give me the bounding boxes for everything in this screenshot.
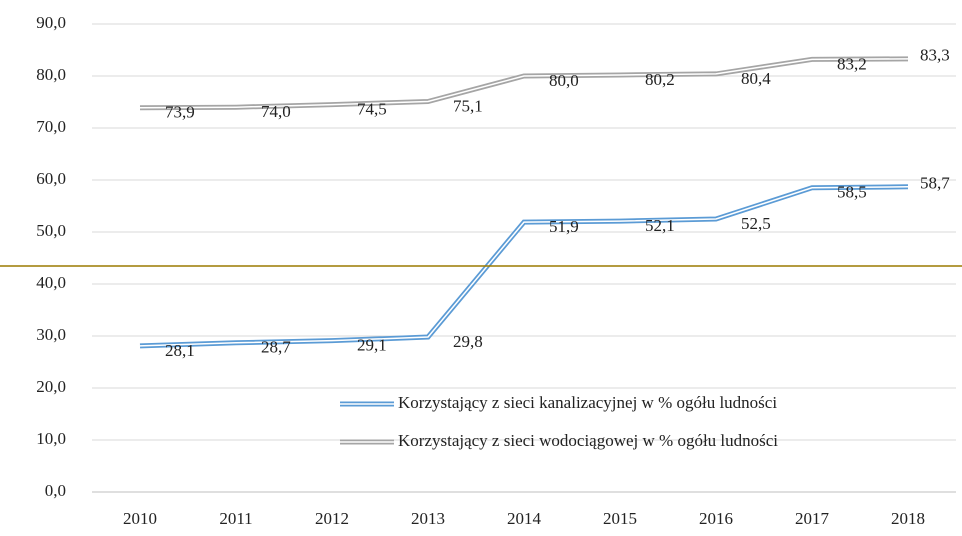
y-tick-label: 30,0 — [36, 325, 66, 344]
y-tick-label: 70,0 — [36, 117, 66, 136]
x-tick-label: 2017 — [795, 509, 830, 528]
series-line-inner — [139, 58, 909, 109]
data-label: 74,5 — [357, 100, 387, 119]
y-tick-label: 80,0 — [36, 65, 66, 84]
data-label: 51,9 — [549, 217, 579, 236]
data-label: 73,9 — [165, 103, 195, 122]
data-label: 83,3 — [920, 46, 950, 65]
x-tick-label: 2015 — [603, 509, 637, 528]
data-label: 29,8 — [453, 332, 483, 351]
y-tick-label: 60,0 — [36, 169, 66, 188]
y-tick-label: 40,0 — [36, 273, 66, 292]
data-label: 80,4 — [741, 69, 771, 88]
x-tick-label: 2013 — [411, 509, 445, 528]
data-label: 29,1 — [357, 336, 387, 355]
data-label: 75,1 — [453, 96, 483, 115]
data-label: 28,7 — [261, 338, 291, 357]
data-label: 74,0 — [261, 102, 291, 121]
data-label: 80,0 — [549, 71, 579, 90]
y-tick-label: 20,0 — [36, 377, 66, 396]
data-label: 58,5 — [837, 183, 867, 202]
y-tick-label: 10,0 — [36, 429, 66, 448]
legend-label: Korzystający z sieci wodociągowej w % og… — [398, 431, 778, 450]
legend-label: Korzystający z sieci kanalizacyjnej w % … — [398, 393, 777, 412]
x-tick-label: 2016 — [699, 509, 733, 528]
y-tick-label: 90,0 — [36, 13, 66, 32]
series-line-inner — [139, 186, 909, 347]
x-tick-label: 2018 — [891, 509, 925, 528]
x-tick-label: 2014 — [507, 509, 542, 528]
data-label: 52,5 — [741, 214, 771, 233]
x-tick-label: 2012 — [315, 509, 349, 528]
data-label: 80,2 — [645, 70, 675, 89]
y-tick-label: 0,0 — [45, 481, 66, 500]
data-label: 83,2 — [837, 54, 867, 73]
y-tick-label: 50,0 — [36, 221, 66, 240]
data-label: 28,1 — [165, 341, 195, 360]
data-label: 58,7 — [920, 174, 950, 193]
x-tick-label: 2011 — [219, 509, 252, 528]
data-label: 52,1 — [645, 216, 675, 235]
x-tick-label: 2010 — [123, 509, 157, 528]
